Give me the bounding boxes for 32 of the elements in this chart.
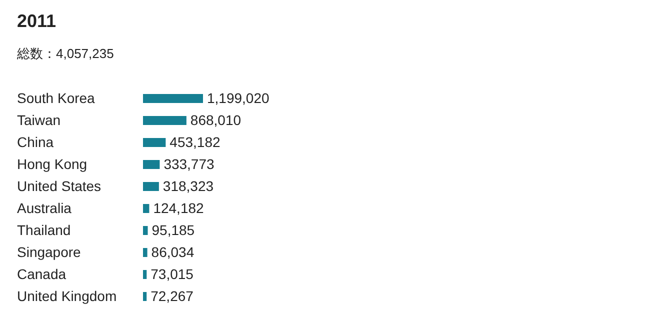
data-label: 318,323 [162,178,214,194]
bar [143,160,160,169]
bar [143,292,147,301]
data-label: 868,010 [190,112,242,128]
bar [143,204,150,213]
bar [143,138,166,147]
y-tick-label: Hong Kong [17,156,88,172]
bar [143,226,148,235]
data-label: 95,185 [152,222,195,238]
y-tick-label: Australia [17,200,72,216]
y-tick-label: China [17,134,54,150]
bar [143,94,203,103]
data-label: 333,773 [164,156,215,172]
data-label: 72,267 [150,288,194,304]
bar [143,270,147,279]
bar [143,116,186,125]
y-tick-label: Taiwan [17,112,61,128]
y-tick-label: South Korea [17,90,96,106]
chart-title: 2011 [17,11,56,31]
data-label: 124,182 [153,200,204,216]
data-label: 73,015 [150,266,194,282]
y-tick-label: United Kingdom [17,288,117,304]
y-tick-label: Canada [17,266,66,282]
data-label: 1,199,020 [207,90,270,106]
y-tick-label: Thailand [17,222,71,238]
bar [143,182,159,191]
data-label: 86,034 [151,244,194,260]
y-tick-label: Singapore [17,244,82,260]
data-label: 453,182 [170,134,220,150]
chart-subtitle: 総数：4,057,235 [16,46,114,61]
bar [143,248,148,257]
y-tick-label: United States [17,178,102,194]
